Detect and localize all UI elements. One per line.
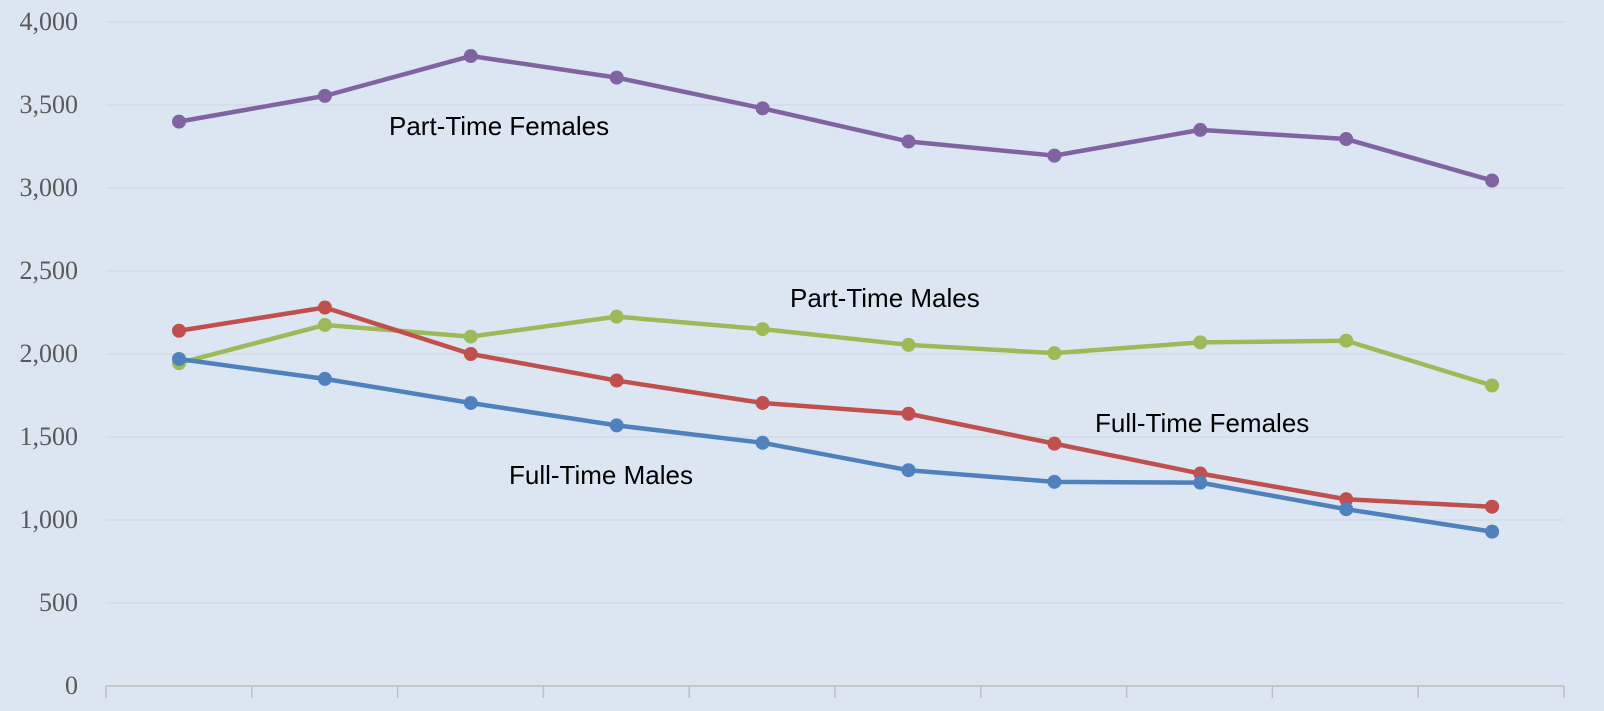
data-point-part-time-males xyxy=(1193,335,1208,350)
data-point-part-time-females xyxy=(609,70,624,85)
data-point-part-time-females xyxy=(317,88,332,103)
data-point-full-time-males xyxy=(1339,502,1354,517)
data-point-full-time-females xyxy=(172,323,186,338)
data-point-full-time-males xyxy=(1193,475,1208,490)
y-tick-label: 0 xyxy=(65,671,78,700)
data-point-full-time-females xyxy=(1047,436,1062,451)
series-line-part-time-males xyxy=(176,314,1495,388)
series-line-part-time-females xyxy=(176,53,1495,183)
data-point-part-time-females xyxy=(755,101,770,116)
y-tick-label: 1,000 xyxy=(20,505,79,534)
y-tick-label: 3,500 xyxy=(20,90,79,119)
y-tick-label: 4,000 xyxy=(20,7,79,36)
data-point-part-time-females xyxy=(1193,122,1208,137)
series-full-time-females xyxy=(172,300,1500,514)
series-label-part-time-females: Part-Time Females xyxy=(389,111,609,141)
data-point-full-time-males xyxy=(172,351,186,366)
y-tick-label: 2,500 xyxy=(20,256,79,285)
data-point-full-time-females xyxy=(609,373,624,388)
data-point-full-time-females xyxy=(317,300,332,315)
data-point-full-time-males xyxy=(1047,474,1062,489)
series-full-time-males xyxy=(172,351,1500,539)
data-point-part-time-females xyxy=(172,114,186,129)
data-point-full-time-males xyxy=(609,418,624,433)
y-tick-label: 2,000 xyxy=(20,339,79,368)
y-tick-label: 500 xyxy=(39,588,78,617)
series-label-full-time-females: Full-Time Females xyxy=(1095,408,1309,438)
gridlines xyxy=(106,21,1564,604)
series-line-full-time-males xyxy=(176,356,1495,534)
x-axis xyxy=(105,685,1565,698)
series-labels: Part-Time Females Part-Time Males Full-Tim… xyxy=(389,111,1309,490)
data-point-full-time-females xyxy=(1485,499,1500,514)
data-point-part-time-females xyxy=(463,49,478,64)
data-point-full-time-females xyxy=(463,347,478,361)
data-point-full-time-males xyxy=(1485,524,1500,539)
data-point-part-time-males xyxy=(317,317,332,332)
data-point-part-time-females xyxy=(1339,132,1354,147)
series-lines xyxy=(172,49,1500,539)
data-point-full-time-males xyxy=(463,395,478,410)
y-tick-label: 3,000 xyxy=(20,173,79,202)
data-point-full-time-males xyxy=(901,463,916,478)
data-point-part-time-males xyxy=(1485,378,1500,393)
data-point-part-time-males xyxy=(1339,333,1354,348)
data-point-part-time-females xyxy=(1485,173,1500,188)
data-point-part-time-males xyxy=(463,329,478,344)
data-point-part-time-males xyxy=(901,337,916,352)
series-line-full-time-females xyxy=(176,305,1495,509)
data-point-full-time-females xyxy=(901,406,916,421)
data-point-part-time-females xyxy=(901,134,916,149)
series-label-full-time-males: Full-Time Males xyxy=(509,460,693,490)
data-point-full-time-females xyxy=(755,395,770,410)
data-point-full-time-females xyxy=(1339,492,1354,507)
series-label-part-time-males: Part-Time Males xyxy=(790,283,980,313)
data-point-part-time-males xyxy=(1047,346,1062,361)
data-point-full-time-males xyxy=(317,371,332,386)
y-axis-tick-labels: 0 500 1,000 1,500 2,000 2,500 3,000 3,500 4,000 xyxy=(20,7,79,700)
data-point-part-time-males xyxy=(609,309,624,324)
data-point-full-time-males xyxy=(755,435,770,450)
y-tick-label: 1,500 xyxy=(20,422,79,451)
data-point-part-time-females xyxy=(1047,148,1062,163)
data-point-part-time-males xyxy=(755,322,770,337)
series-part-time-females xyxy=(172,49,1500,188)
